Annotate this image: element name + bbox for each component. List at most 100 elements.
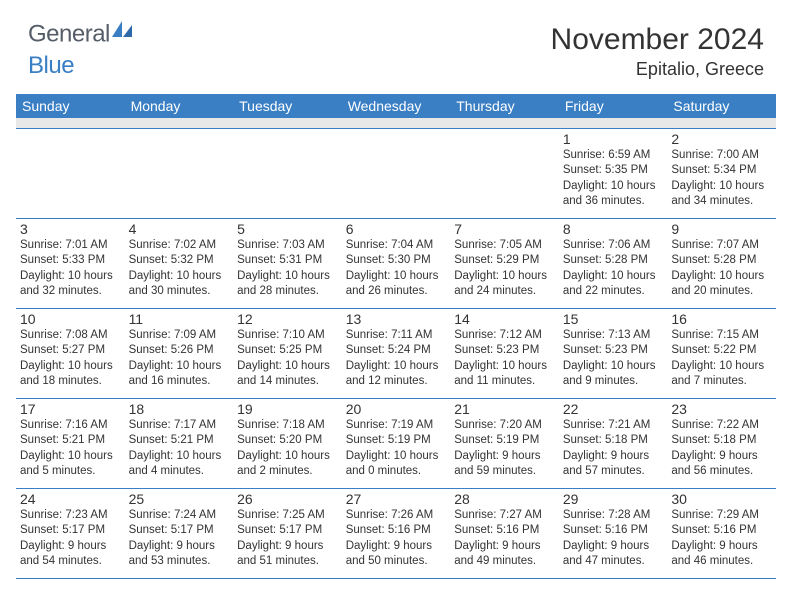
- day-info: Sunrise: 7:24 AMSunset: 5:17 PMDaylight:…: [129, 508, 230, 570]
- calendar-cell: 15Sunrise: 7:13 AMSunset: 5:23 PMDayligh…: [559, 308, 668, 398]
- calendar-row: 3Sunrise: 7:01 AMSunset: 5:33 PMDaylight…: [16, 218, 776, 308]
- day-info: Sunrise: 7:21 AMSunset: 5:18 PMDaylight:…: [563, 418, 664, 480]
- day-number: 3: [20, 221, 121, 237]
- calendar-cell: 26Sunrise: 7:25 AMSunset: 5:17 PMDayligh…: [233, 488, 342, 578]
- calendar-cell: 10Sunrise: 7:08 AMSunset: 5:27 PMDayligh…: [16, 308, 125, 398]
- day-number: 4: [129, 221, 230, 237]
- title-block: November 2024 Epitalio, Greece: [551, 23, 764, 80]
- calendar-cell: 29Sunrise: 7:28 AMSunset: 5:16 PMDayligh…: [559, 488, 668, 578]
- calendar-cell: 30Sunrise: 7:29 AMSunset: 5:16 PMDayligh…: [667, 488, 776, 578]
- day-number: 5: [237, 221, 338, 237]
- day-info: Sunrise: 7:03 AMSunset: 5:31 PMDaylight:…: [237, 238, 338, 300]
- day-number: 7: [454, 221, 555, 237]
- calendar-cell: [16, 128, 125, 218]
- day-number: 10: [20, 311, 121, 327]
- calendar-cell: [125, 128, 234, 218]
- calendar-table: Sunday Monday Tuesday Wednesday Thursday…: [16, 94, 776, 579]
- dayhead-wed: Wednesday: [342, 94, 451, 118]
- day-number: 20: [346, 401, 447, 417]
- calendar-body: 1Sunrise: 6:59 AMSunset: 5:35 PMDaylight…: [16, 128, 776, 578]
- day-info: Sunrise: 7:11 AMSunset: 5:24 PMDaylight:…: [346, 328, 447, 390]
- header: General Blue November 2024 Epitalio, Gre…: [0, 0, 792, 88]
- day-number: 25: [129, 491, 230, 507]
- calendar-cell: 20Sunrise: 7:19 AMSunset: 5:19 PMDayligh…: [342, 398, 451, 488]
- calendar-cell: 28Sunrise: 7:27 AMSunset: 5:16 PMDayligh…: [450, 488, 559, 578]
- day-number: 24: [20, 491, 121, 507]
- month-title: November 2024: [551, 23, 764, 57]
- day-number: 29: [563, 491, 664, 507]
- day-info: Sunrise: 7:28 AMSunset: 5:16 PMDaylight:…: [563, 508, 664, 570]
- day-number: 22: [563, 401, 664, 417]
- day-number: 15: [563, 311, 664, 327]
- brand-part1: General: [28, 20, 110, 47]
- day-number: 13: [346, 311, 447, 327]
- day-info: Sunrise: 7:04 AMSunset: 5:30 PMDaylight:…: [346, 238, 447, 300]
- dayhead-thu: Thursday: [450, 94, 559, 118]
- day-number: 26: [237, 491, 338, 507]
- day-number: 12: [237, 311, 338, 327]
- day-info: Sunrise: 7:20 AMSunset: 5:19 PMDaylight:…: [454, 418, 555, 480]
- calendar-row: 17Sunrise: 7:16 AMSunset: 5:21 PMDayligh…: [16, 398, 776, 488]
- day-info: Sunrise: 7:16 AMSunset: 5:21 PMDaylight:…: [20, 418, 121, 480]
- day-info: Sunrise: 7:22 AMSunset: 5:18 PMDaylight:…: [671, 418, 772, 480]
- day-number: 17: [20, 401, 121, 417]
- day-number: 30: [671, 491, 772, 507]
- day-number: 6: [346, 221, 447, 237]
- day-number: 27: [346, 491, 447, 507]
- calendar-cell: 8Sunrise: 7:06 AMSunset: 5:28 PMDaylight…: [559, 218, 668, 308]
- day-info: Sunrise: 7:10 AMSunset: 5:25 PMDaylight:…: [237, 328, 338, 390]
- calendar-cell: 3Sunrise: 7:01 AMSunset: 5:33 PMDaylight…: [16, 218, 125, 308]
- calendar-cell: [450, 128, 559, 218]
- day-info: Sunrise: 7:05 AMSunset: 5:29 PMDaylight:…: [454, 238, 555, 300]
- day-info: Sunrise: 7:01 AMSunset: 5:33 PMDaylight:…: [20, 238, 121, 300]
- day-info: Sunrise: 7:29 AMSunset: 5:16 PMDaylight:…: [671, 508, 772, 570]
- day-number: 16: [671, 311, 772, 327]
- day-number: 19: [237, 401, 338, 417]
- gap-row: [16, 118, 776, 128]
- calendar-cell: 17Sunrise: 7:16 AMSunset: 5:21 PMDayligh…: [16, 398, 125, 488]
- calendar-cell: 2Sunrise: 7:00 AMSunset: 5:34 PMDaylight…: [667, 128, 776, 218]
- dayhead-tue: Tuesday: [233, 94, 342, 118]
- calendar-cell: [342, 128, 451, 218]
- day-info: Sunrise: 6:59 AMSunset: 5:35 PMDaylight:…: [563, 148, 664, 210]
- calendar-cell: 19Sunrise: 7:18 AMSunset: 5:20 PMDayligh…: [233, 398, 342, 488]
- day-number: 9: [671, 221, 772, 237]
- calendar-cell: 13Sunrise: 7:11 AMSunset: 5:24 PMDayligh…: [342, 308, 451, 398]
- day-info: Sunrise: 7:08 AMSunset: 5:27 PMDaylight:…: [20, 328, 121, 390]
- calendar-cell: 25Sunrise: 7:24 AMSunset: 5:17 PMDayligh…: [125, 488, 234, 578]
- day-info: Sunrise: 7:12 AMSunset: 5:23 PMDaylight:…: [454, 328, 555, 390]
- calendar-cell: 23Sunrise: 7:22 AMSunset: 5:18 PMDayligh…: [667, 398, 776, 488]
- day-info: Sunrise: 7:27 AMSunset: 5:16 PMDaylight:…: [454, 508, 555, 570]
- calendar-cell: 7Sunrise: 7:05 AMSunset: 5:29 PMDaylight…: [450, 218, 559, 308]
- calendar-cell: 18Sunrise: 7:17 AMSunset: 5:21 PMDayligh…: [125, 398, 234, 488]
- day-number: 14: [454, 311, 555, 327]
- day-info: Sunrise: 7:26 AMSunset: 5:16 PMDaylight:…: [346, 508, 447, 570]
- day-number: 8: [563, 221, 664, 237]
- calendar-row: 10Sunrise: 7:08 AMSunset: 5:27 PMDayligh…: [16, 308, 776, 398]
- dayhead-fri: Friday: [559, 94, 668, 118]
- day-info: Sunrise: 7:19 AMSunset: 5:19 PMDaylight:…: [346, 418, 447, 480]
- day-info: Sunrise: 7:17 AMSunset: 5:21 PMDaylight:…: [129, 418, 230, 480]
- calendar-cell: 14Sunrise: 7:12 AMSunset: 5:23 PMDayligh…: [450, 308, 559, 398]
- calendar-cell: 1Sunrise: 6:59 AMSunset: 5:35 PMDaylight…: [559, 128, 668, 218]
- day-info: Sunrise: 7:15 AMSunset: 5:22 PMDaylight:…: [671, 328, 772, 390]
- day-info: Sunrise: 7:09 AMSunset: 5:26 PMDaylight:…: [129, 328, 230, 390]
- day-number: 2: [671, 131, 772, 147]
- day-header-row: Sunday Monday Tuesday Wednesday Thursday…: [16, 94, 776, 118]
- calendar-cell: 12Sunrise: 7:10 AMSunset: 5:25 PMDayligh…: [233, 308, 342, 398]
- calendar-cell: 6Sunrise: 7:04 AMSunset: 5:30 PMDaylight…: [342, 218, 451, 308]
- dayhead-sun: Sunday: [16, 94, 125, 118]
- calendar-cell: 9Sunrise: 7:07 AMSunset: 5:28 PMDaylight…: [667, 218, 776, 308]
- dayhead-sat: Saturday: [667, 94, 776, 118]
- day-info: Sunrise: 7:18 AMSunset: 5:20 PMDaylight:…: [237, 418, 338, 480]
- day-number: 18: [129, 401, 230, 417]
- day-info: Sunrise: 7:23 AMSunset: 5:17 PMDaylight:…: [20, 508, 121, 570]
- day-number: 28: [454, 491, 555, 507]
- calendar-cell: [233, 128, 342, 218]
- day-number: 1: [563, 131, 664, 147]
- calendar-cell: 21Sunrise: 7:20 AMSunset: 5:19 PMDayligh…: [450, 398, 559, 488]
- calendar-cell: 4Sunrise: 7:02 AMSunset: 5:32 PMDaylight…: [125, 218, 234, 308]
- day-info: Sunrise: 7:07 AMSunset: 5:28 PMDaylight:…: [671, 238, 772, 300]
- day-info: Sunrise: 7:25 AMSunset: 5:17 PMDaylight:…: [237, 508, 338, 570]
- day-info: Sunrise: 7:00 AMSunset: 5:34 PMDaylight:…: [671, 148, 772, 210]
